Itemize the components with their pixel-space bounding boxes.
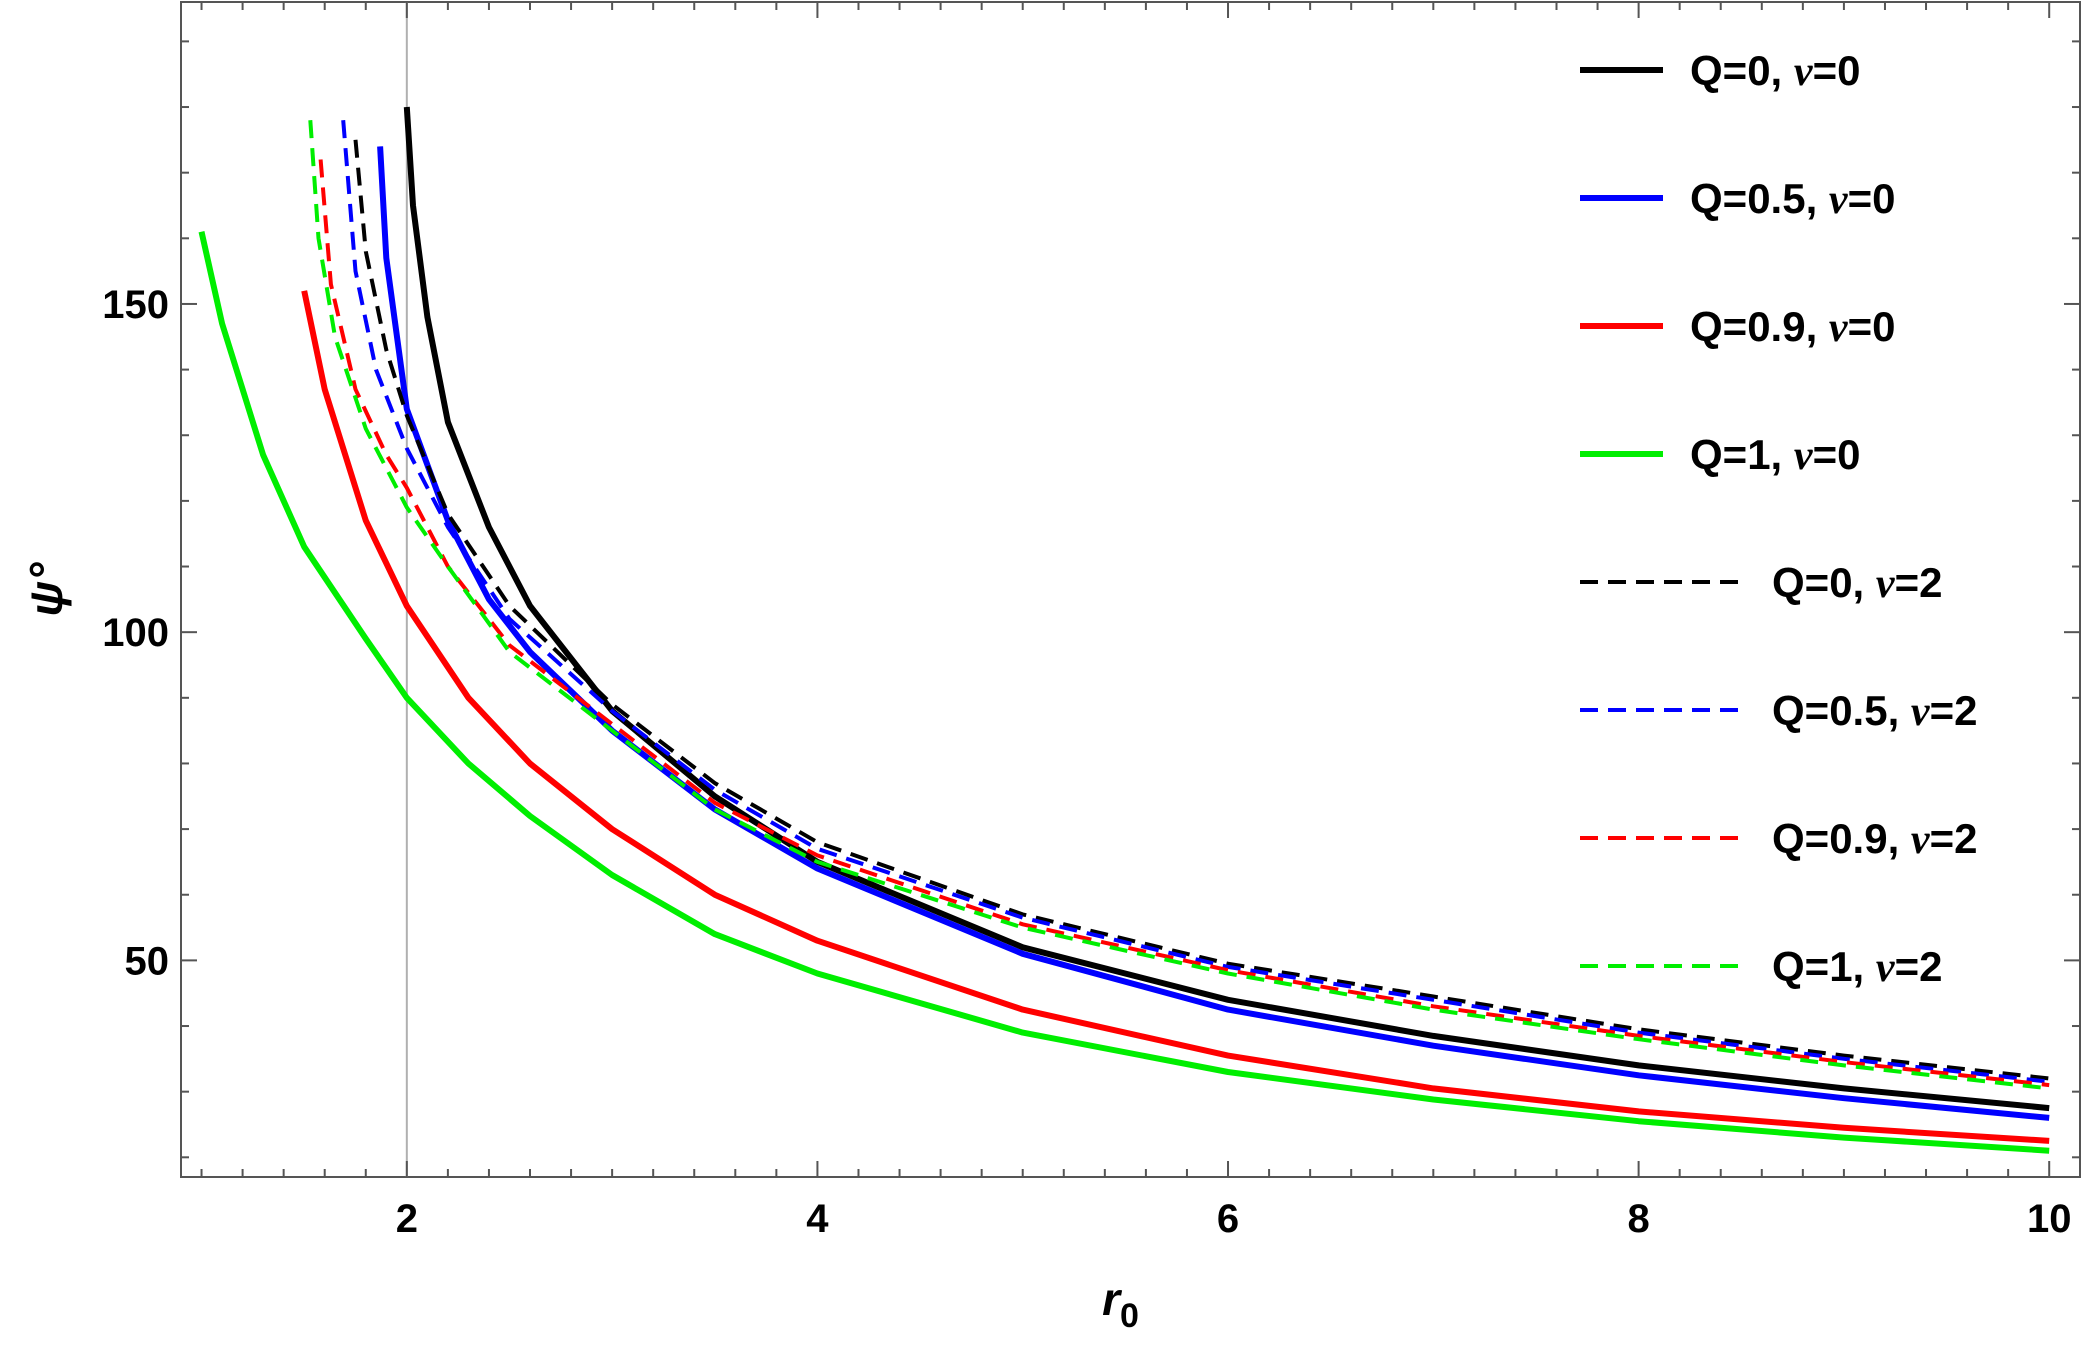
legend-label-suffix: =2	[1930, 815, 1978, 862]
axis-labels-layer: r0 ψ°	[20, 562, 1139, 1335]
legend-label-prefix: Q=0.9,	[1690, 303, 1829, 350]
y-tick-label: 50	[125, 939, 170, 983]
series-line	[318, 159, 2050, 1088]
series-line	[198, 231, 2050, 1154]
legend-label-greek: ν	[1794, 433, 1814, 479]
y-tick-label: 100	[102, 611, 169, 655]
legend-label-suffix: =0	[1813, 47, 1861, 94]
legend-label: Q=0, ν=0	[1690, 47, 1860, 95]
legend-label-prefix: Q=0.5,	[1772, 687, 1911, 734]
legend-label-greek: ν	[1829, 177, 1849, 223]
legend-label: Q=0.5, ν=0	[1690, 175, 1895, 223]
legend-label-prefix: Q=0,	[1772, 559, 1876, 606]
legend: Q=0, ν=0Q=0.5, ν=0Q=0.9, ν=0Q=1, ν=0Q=0,…	[1580, 47, 1977, 991]
legend-label-greek: ν	[1876, 561, 1896, 607]
legend-label: Q=0.9, ν=2	[1772, 815, 1977, 863]
legend-label-suffix: =2	[1930, 687, 1978, 734]
legend-label-greek: ν	[1794, 49, 1814, 95]
legend-label-greek: ν	[1911, 689, 1931, 735]
legend-label: Q=0.9, ν=0	[1690, 303, 1895, 351]
legend-label-suffix: =0	[1813, 431, 1861, 478]
x-axis-label: r0	[1102, 1273, 1139, 1335]
legend-label-suffix: =0	[1848, 303, 1896, 350]
legend-label-greek: ν	[1829, 305, 1849, 351]
axis-ticks-layer: 2 4 6 8 10 50 100 150	[102, 2, 2080, 1241]
legend-label-greek: ν	[1911, 817, 1931, 863]
legend-label-prefix: Q=0.9,	[1772, 815, 1911, 862]
plot-frame	[180, 1, 2081, 1178]
x-axis-label-subscript: 0	[1120, 1297, 1139, 1335]
legend-label-greek: ν	[1876, 945, 1896, 991]
x-tick-label: 4	[806, 1197, 829, 1241]
plot-frame-layer	[180, 1, 2081, 1178]
series-line	[353, 139, 2050, 1081]
y-tick-label: 150	[102, 283, 169, 327]
legend-label-suffix: =2	[1895, 943, 1943, 990]
y-axis-label: ψ°	[20, 562, 72, 617]
legend-label-prefix: Q=1,	[1772, 943, 1876, 990]
legend-label: Q=1, ν=0	[1690, 431, 1860, 479]
x-tick-label: 6	[1217, 1197, 1239, 1241]
x-axis-label-main: r	[1102, 1273, 1122, 1325]
x-tick-label: 8	[1627, 1197, 1649, 1241]
x-tick-label: 2	[396, 1197, 418, 1241]
x-tick-label: 10	[2027, 1197, 2072, 1241]
legend-label-prefix: Q=1,	[1690, 431, 1794, 478]
legend-label: Q=0, ν=2	[1772, 559, 1942, 607]
series-layer	[198, 106, 2050, 1154]
legend-label-suffix: =2	[1895, 559, 1943, 606]
series-line	[341, 120, 2050, 1084]
legend-label-suffix: =0	[1848, 175, 1896, 222]
legend-label-prefix: Q=0.5,	[1690, 175, 1829, 222]
legend-label-prefix: Q=0,	[1690, 47, 1794, 94]
series-line	[308, 120, 2050, 1091]
series-line	[403, 106, 2050, 1112]
legend-label: Q=1, ν=2	[1772, 943, 1942, 991]
series-line	[301, 290, 2050, 1144]
legend-label: Q=0.5, ν=2	[1772, 687, 1977, 735]
